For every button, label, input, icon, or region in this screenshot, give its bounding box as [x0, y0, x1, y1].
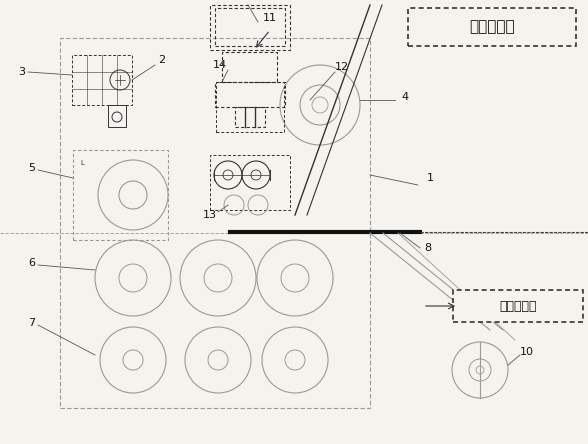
Bar: [222, 52, 277, 82]
Text: 12: 12: [335, 62, 349, 72]
Text: 1: 1: [426, 173, 433, 183]
Text: 8: 8: [425, 243, 432, 253]
Text: 10: 10: [520, 347, 534, 357]
Bar: [210, 5, 290, 50]
Text: 3: 3: [18, 67, 25, 77]
Bar: [235, 107, 265, 127]
Bar: [215, 82, 285, 107]
Text: 13: 13: [203, 210, 217, 220]
Text: 膏药卷废料: 膏药卷废料: [469, 20, 515, 35]
Bar: [210, 155, 290, 210]
Text: 2: 2: [158, 55, 166, 65]
Text: 7: 7: [28, 318, 35, 328]
Text: 无纺布胶带: 无纺布胶带: [499, 300, 537, 313]
Bar: [72, 55, 132, 105]
Bar: [216, 82, 284, 132]
Text: 6: 6: [28, 258, 35, 268]
Bar: [73, 150, 168, 240]
Bar: [453, 290, 583, 322]
Text: 5: 5: [28, 163, 35, 173]
Text: 14: 14: [213, 60, 227, 70]
Bar: [108, 105, 126, 127]
Bar: [60, 38, 370, 408]
Bar: [215, 8, 285, 46]
Text: 4: 4: [402, 92, 409, 102]
Text: L: L: [80, 160, 84, 166]
Bar: [408, 8, 576, 46]
Text: 11: 11: [263, 13, 277, 23]
